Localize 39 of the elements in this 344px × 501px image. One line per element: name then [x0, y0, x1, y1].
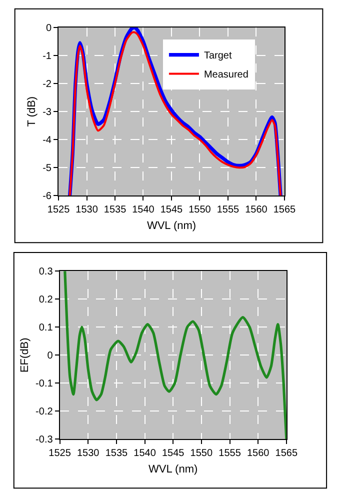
x-tick-label: 1555 — [216, 204, 240, 216]
x-tick-label: 1525 — [48, 448, 72, 460]
x-tick-label: 1525 — [47, 204, 70, 216]
x-tick-label: 1565 — [275, 448, 298, 460]
x-tick-label: 1540 — [132, 204, 155, 216]
y-tick-label: -4 — [42, 135, 52, 146]
y-tick-label: 0 — [47, 350, 54, 362]
x-tick-label: 1545 — [162, 448, 185, 460]
y-tick-label: -1 — [42, 51, 52, 62]
x-tick-label: 1550 — [190, 448, 213, 460]
y-axis-title: EF(dB) — [19, 338, 32, 373]
legend-label: Target — [204, 50, 232, 62]
x-axis-title: WVL (nm) — [148, 463, 198, 476]
x-tick-label: 1530 — [76, 204, 98, 216]
y-tick-label: -0.2 — [36, 406, 54, 418]
x-tick-label: 1535 — [104, 204, 127, 216]
y-tick-label: 0.2 — [38, 294, 54, 306]
legend-label: Measured — [204, 70, 248, 81]
x-axis-title: WVL (nm) — [146, 220, 196, 232]
x-tick-label: 1555 — [218, 448, 242, 460]
y-tick-label: -0.3 — [36, 434, 54, 446]
y-tick-label: -0.1 — [36, 378, 54, 390]
x-tick-label: 1560 — [245, 204, 268, 216]
x-tick-label: 1535 — [105, 448, 128, 460]
y-tick-label: 0.3 — [38, 266, 54, 278]
x-tick-label: 1545 — [160, 204, 184, 216]
x-tick-label: 1560 — [246, 448, 270, 460]
x-tick-label: 1540 — [134, 448, 156, 460]
y-tick-label: -3 — [42, 107, 52, 118]
line-series — [64, 271, 286, 440]
x-tick-label: 1550 — [188, 204, 212, 216]
y-axis-title: T (dB) — [26, 96, 38, 127]
x-tick-label: 1530 — [76, 448, 100, 460]
y-tick-label: -5 — [42, 163, 52, 174]
y-tick-label: -6 — [42, 191, 52, 202]
y-tick-label: 0 — [46, 23, 52, 34]
x-tick-label: 1565 — [273, 204, 296, 216]
y-tick-label: 0.1 — [38, 322, 54, 334]
y-tick-label: -2 — [42, 79, 52, 90]
